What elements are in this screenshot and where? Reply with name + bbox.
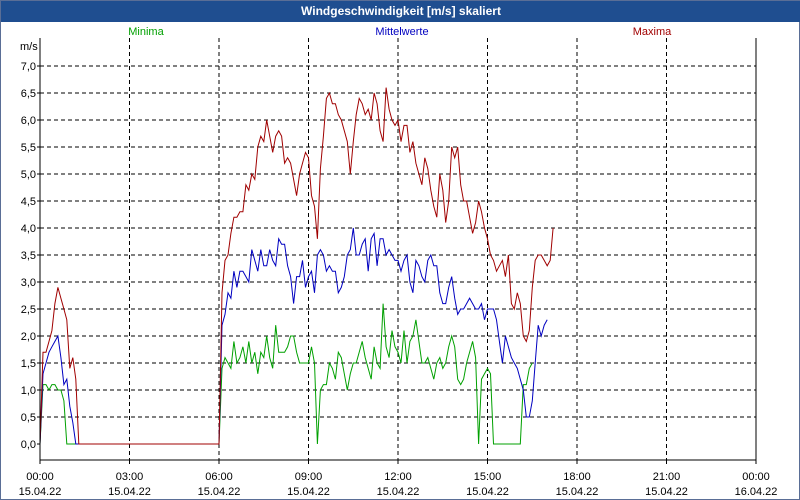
y-tick-label: 0,5 [21,412,36,424]
y-tick-label: 7,0 [21,61,36,73]
x-tick-time: 00:00 [26,471,54,483]
y-axis-label: m/s [20,41,38,53]
x-tick-time: 09:00 [295,471,323,483]
series-lines [39,87,554,445]
x-tick-date: 15.04.22 [556,486,599,498]
y-tick-label: 5,0 [21,169,36,181]
y-tick-label: 6,0 [21,115,36,127]
chart-title: Windgeschwindigkeit [m/s] skaliert [1,1,800,22]
legend-entry-minima: Minima [128,26,164,38]
x-tick-date: 15.04.22 [466,486,509,498]
x-tick-time: 15:00 [474,471,502,483]
legend: Minima Mittelwerte Maxima [128,26,672,38]
x-tick-time: 00:00 [742,471,770,483]
y-tick-label: 3,5 [21,250,36,262]
y-tick-label: 3,0 [21,277,36,289]
y-tick-label: 0,0 [21,439,36,451]
series-line-maxima [39,87,554,445]
y-tick-label: 4,5 [21,196,36,208]
y-tick-label: 2,0 [21,331,36,343]
x-tick-date: 16.04.22 [735,486,778,498]
x-tick-date: 15.04.22 [19,486,62,498]
y-tick-labels: 0,0 0,5 1,0 1,5 2,0 2,5 3,0 3,5 4,0 4,5 5,0 5,5 6,0 6… [21,61,40,451]
x-tick-date: 15.04.22 [645,486,688,498]
y-tick-label: 1,5 [21,358,36,370]
x-tick-date: 15.04.22 [287,486,330,498]
y-tick-label: 6,5 [21,88,36,100]
x-tick-time: 21:00 [653,471,681,483]
x-tick-time: 06:00 [205,471,233,483]
y-tick-label: 5,5 [21,142,36,154]
legend-entry-maxima: Maxima [633,26,672,38]
x-tick-date: 15.04.22 [108,486,151,498]
grid-lines [40,38,756,460]
x-tick-date: 15.04.22 [198,486,241,498]
y-tick-label: 2,5 [21,304,36,316]
legend-entry-mittelwerte: Mittelwerte [375,26,428,38]
y-tick-label: 1,0 [21,385,36,397]
x-tick-date: 15.04.22 [377,486,420,498]
x-tick-time: 03:00 [116,471,144,483]
y-tick-label: 4,0 [21,223,36,235]
x-tick-labels: 00:00 15.04.22 03:00 15.04.22 06:00 15.04.22 0… [19,460,778,498]
x-tick-time: 12:00 [384,471,412,483]
x-tick-time: 18:00 [563,471,591,483]
